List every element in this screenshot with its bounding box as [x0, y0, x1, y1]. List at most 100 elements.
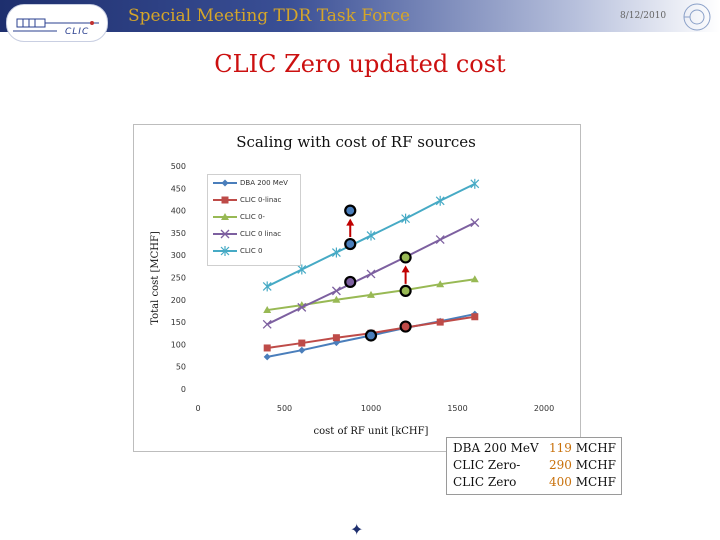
data-point — [366, 269, 376, 279]
y-tick-label: 0 — [181, 385, 186, 394]
slide-title: CLIC Zero updated cost — [214, 50, 506, 78]
legend-swatch — [213, 229, 237, 239]
summary-row: CLIC Zero 400 MCHF — [453, 475, 619, 492]
highlight-point — [344, 237, 357, 251]
data-point — [263, 344, 271, 352]
x-tick-label: 1500 — [447, 404, 467, 413]
legend-swatch — [213, 246, 237, 256]
data-point-stroke — [470, 218, 480, 228]
legend-label: CLIC 0 linac — [240, 230, 282, 238]
clic-logo: CLIC — [6, 4, 108, 42]
data-point — [436, 280, 445, 288]
logo-text: CLIC — [65, 27, 90, 37]
legend-label: CLIC 0-linac — [240, 196, 282, 204]
y-tick-label: 400 — [171, 207, 186, 216]
highlight-point — [344, 204, 357, 217]
data-point-stroke — [297, 302, 307, 312]
summary-unit: MCHF — [575, 458, 616, 472]
summary-row: CLIC Zero- 290 MCHF — [453, 458, 619, 475]
data-point — [263, 306, 272, 314]
data-point — [263, 353, 271, 361]
data-point — [471, 313, 479, 321]
data-point — [262, 281, 272, 292]
summary-label: CLIC Zero — [453, 475, 517, 489]
legend-swatch — [213, 179, 237, 187]
data-point — [366, 230, 376, 241]
y-tick-label: 350 — [171, 229, 186, 238]
legend-label: CLIC 0- — [240, 213, 265, 221]
summary-value: 400 — [549, 475, 572, 489]
data-point — [221, 196, 229, 204]
data-point-stroke — [366, 269, 376, 279]
summary-label: CLIC Zero- — [453, 458, 521, 472]
arrow-head — [346, 218, 355, 226]
summary-row: DBA 200 MeV 119 MCHF — [453, 441, 619, 458]
summary-value: 119 — [549, 441, 572, 455]
data-point-stroke — [331, 286, 341, 296]
data-point — [470, 275, 479, 283]
y-tick-label: 500 — [171, 162, 186, 171]
y-axis-label: Total cost [MCHF] — [150, 231, 161, 325]
legend-swatch — [213, 213, 237, 220]
cern-logo-icon — [683, 3, 711, 31]
legend-swatch — [213, 196, 237, 204]
legend-item: CLIC 0 linac — [212, 229, 300, 242]
chart-title: Scaling with cost of RF sources — [236, 133, 476, 151]
y-tick-label: 150 — [171, 318, 186, 327]
y-tick-label: 250 — [171, 274, 186, 283]
arrow-head — [401, 265, 410, 273]
data-point — [331, 247, 341, 258]
data-point — [220, 246, 230, 256]
highlight-point — [364, 329, 378, 342]
star-icon: ✦ — [350, 520, 364, 539]
legend-label: CLIC 0 — [240, 247, 263, 255]
chart-legend: DBA 200 MeV CLIC 0-linac CLIC 0- CLIC 0 lin… — [207, 174, 301, 266]
highlight-point — [399, 320, 412, 333]
data-point — [221, 179, 229, 187]
data-point — [435, 195, 445, 206]
x-tick-label: 1000 — [361, 404, 381, 413]
data-point — [331, 286, 341, 296]
legend-item: CLIC 0- — [212, 213, 300, 225]
summary-unit: MCHF — [575, 475, 616, 489]
data-point-stroke — [262, 319, 272, 329]
data-point — [332, 334, 340, 342]
summary-unit: MCHF — [575, 441, 616, 455]
data-point-stroke — [435, 235, 445, 245]
x-axis-label: cost of RF unit [kCHF] — [314, 426, 429, 437]
y-tick-label: 50 — [176, 363, 186, 372]
data-point-stroke — [220, 229, 230, 239]
highlight-point — [399, 251, 412, 264]
highlight-point — [344, 275, 357, 289]
y-tick-label: 200 — [171, 296, 186, 305]
data-point — [367, 290, 375, 298]
clic-logo-icon — [13, 18, 99, 32]
summary-label: DBA 200 MeV — [453, 441, 539, 455]
data-point — [297, 302, 307, 312]
x-tick-label: 500 — [277, 404, 292, 413]
legend-label: DBA 200 MeV — [240, 179, 288, 187]
data-point — [221, 213, 229, 220]
data-point — [435, 235, 445, 245]
data-point — [297, 264, 307, 275]
data-point — [220, 229, 230, 239]
x-tick-label: 2000 — [534, 404, 554, 413]
data-point — [470, 178, 480, 189]
data-point — [262, 319, 272, 329]
data-point — [298, 346, 306, 354]
cost-summary-box: DBA 200 MeV 119 MCHF CLIC Zero- 290 MCHF… — [446, 437, 622, 495]
data-point — [298, 339, 306, 347]
legend-item: CLIC 0 — [212, 246, 300, 259]
y-tick-label: 450 — [171, 184, 186, 193]
y-tick-label: 300 — [171, 251, 186, 260]
summary-value: 290 — [549, 458, 572, 472]
header-bar — [0, 0, 720, 32]
legend-item: DBA 200 MeV — [212, 179, 300, 191]
data-point — [401, 213, 411, 224]
data-point — [436, 318, 444, 326]
header-title: Special Meeting TDR Task Force — [128, 6, 411, 26]
data-point — [332, 295, 341, 303]
slide-date: 8/12/2010 — [620, 11, 667, 21]
y-tick-label: 100 — [171, 340, 186, 349]
